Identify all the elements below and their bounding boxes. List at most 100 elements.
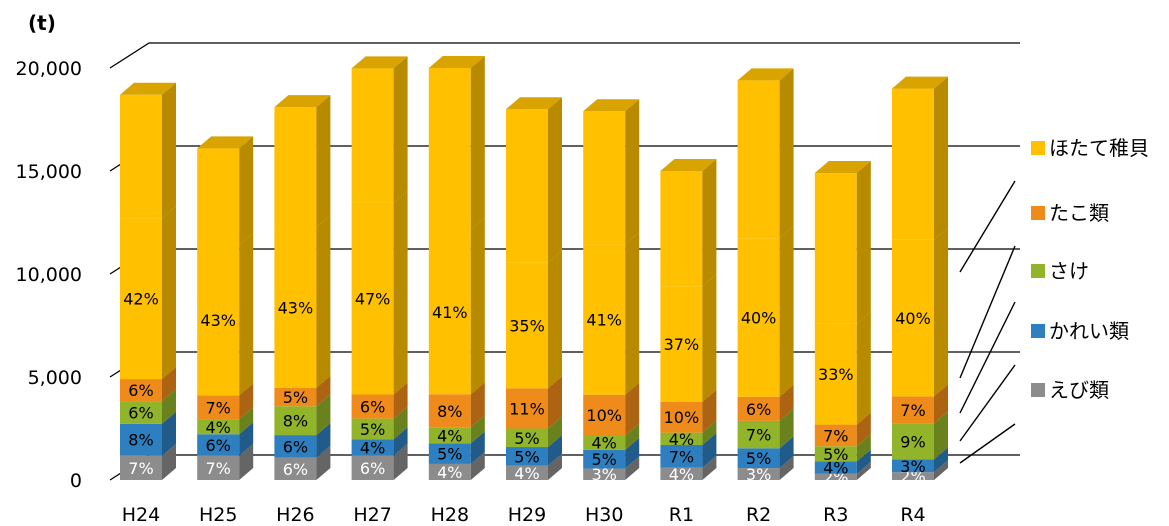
y-axis: 0 5,000 10,000 15,000 20,000 — [16, 58, 82, 492]
data-label: 6% — [360, 398, 385, 417]
x-tick-label: H28 — [431, 504, 469, 526]
legend-leader-line — [959, 301, 1016, 414]
y-tick-label: 5,000 — [28, 367, 82, 389]
legend-swatch — [1031, 206, 1045, 220]
legend-item: かれい類 — [1031, 319, 1129, 343]
bar-segment: 6% — [197, 422, 254, 456]
bar-segment: 3% — [892, 447, 948, 476]
y-tick-label: 15,000 — [16, 161, 82, 183]
bar-segment: 33% — [814, 311, 871, 425]
bar-segment: 6% — [351, 382, 408, 419]
bar-segment: 37% — [660, 274, 717, 402]
bar-segment: 40% — [892, 227, 948, 397]
bar-segment — [351, 56, 408, 203]
bar-segment: 4% — [197, 407, 254, 437]
legend-item: さけ — [1031, 259, 1089, 283]
bar-segment: 5% — [737, 436, 794, 468]
bar-segment — [892, 76, 948, 240]
data-label: 7% — [900, 401, 925, 420]
bars: 7%8%6%6%42%7%6%4%7%43%6%6%8%5%43%6%4%5%6… — [120, 56, 948, 487]
bar-segment: 4% — [660, 455, 717, 484]
legend-leader-line — [959, 245, 1016, 379]
data-label: 43% — [200, 311, 236, 330]
x-tick-label: R2 — [746, 504, 771, 526]
x-tick-label: H27 — [353, 504, 391, 526]
data-label: 5% — [437, 445, 462, 464]
data-label: 11% — [509, 399, 545, 418]
bar-segment: 8% — [120, 411, 176, 456]
data-label: 3% — [746, 465, 771, 484]
data-label: 6% — [128, 403, 153, 422]
bar-segment: 41% — [428, 217, 485, 395]
legend-leader-line — [959, 423, 1016, 464]
bar-segment: 47% — [351, 190, 408, 395]
data-label: 7% — [128, 459, 153, 478]
bar-segment: 5% — [583, 437, 640, 469]
legend-swatch — [1031, 264, 1045, 278]
bar-segment — [814, 161, 871, 324]
legend-item: ほたて稚貝 — [1031, 136, 1149, 160]
bar-segment — [737, 68, 794, 239]
data-label: 7% — [746, 426, 771, 445]
bar-segment: 7% — [660, 432, 717, 468]
data-label: 7% — [206, 398, 231, 417]
data-label: 5% — [360, 420, 385, 439]
data-label: 5% — [514, 447, 539, 466]
bar-segment: 6% — [274, 445, 331, 480]
data-label: 5% — [746, 449, 771, 468]
bar-segment: 7% — [814, 412, 871, 447]
legend-label: さけ — [1049, 259, 1089, 283]
data-label: 41% — [586, 311, 622, 330]
bar-segment: 4% — [428, 451, 485, 482]
bar-segment: 4% — [428, 415, 485, 445]
bar-segment: 40% — [737, 226, 794, 397]
data-label: 9% — [900, 432, 925, 451]
data-label: 4% — [206, 418, 231, 437]
data-label: 4% — [514, 464, 539, 483]
bar-segment: 5% — [274, 375, 331, 407]
bar-segment: 5% — [351, 406, 408, 440]
data-label: 6% — [746, 400, 771, 419]
x-tick-label: H26 — [276, 504, 314, 526]
bar-segment — [120, 82, 176, 219]
data-label: 4% — [669, 430, 694, 449]
legend-swatch — [1031, 141, 1045, 155]
bar-segment — [583, 99, 640, 245]
legend-leader-line — [959, 180, 1016, 273]
bar-segment — [506, 97, 562, 263]
bar-segment: 4% — [506, 453, 562, 483]
bar-segment: 43% — [197, 232, 254, 396]
data-label: 6% — [128, 381, 153, 400]
y-unit-label: (t) — [28, 11, 56, 35]
bar-segment: 43% — [274, 215, 331, 388]
data-label: 8% — [437, 402, 462, 421]
data-label: 5% — [514, 429, 539, 448]
bar-segment: 6% — [120, 389, 176, 424]
data-label: 5% — [283, 388, 308, 407]
bar-segment: 7% — [197, 383, 254, 420]
data-label: 8% — [283, 412, 308, 431]
data-label: 4% — [669, 465, 694, 484]
data-label: 3% — [900, 457, 925, 476]
bar-segment: 7% — [197, 443, 254, 480]
bar-segment: 6% — [351, 443, 408, 480]
bar-segment: 11% — [506, 376, 562, 429]
data-label: 41% — [432, 303, 468, 322]
data-label: 4% — [823, 459, 848, 478]
bar-segment — [428, 56, 485, 230]
y-tick-label: 20,000 — [16, 58, 82, 80]
gridline-4 — [109, 42, 1020, 69]
data-label: 4% — [592, 434, 617, 453]
bar-segment: 41% — [583, 232, 640, 395]
bar-segment: 8% — [274, 394, 331, 436]
data-label: 4% — [437, 426, 462, 445]
bar-segment: 4% — [583, 423, 640, 453]
bar-segment: 3% — [583, 456, 640, 484]
data-label: 6% — [283, 437, 308, 456]
y-tick-label: 0 — [70, 470, 82, 492]
bar-segment: 5% — [814, 434, 871, 464]
bar-segment — [274, 95, 331, 228]
data-label: 42% — [123, 290, 159, 309]
bar-segment: 42% — [120, 206, 176, 380]
